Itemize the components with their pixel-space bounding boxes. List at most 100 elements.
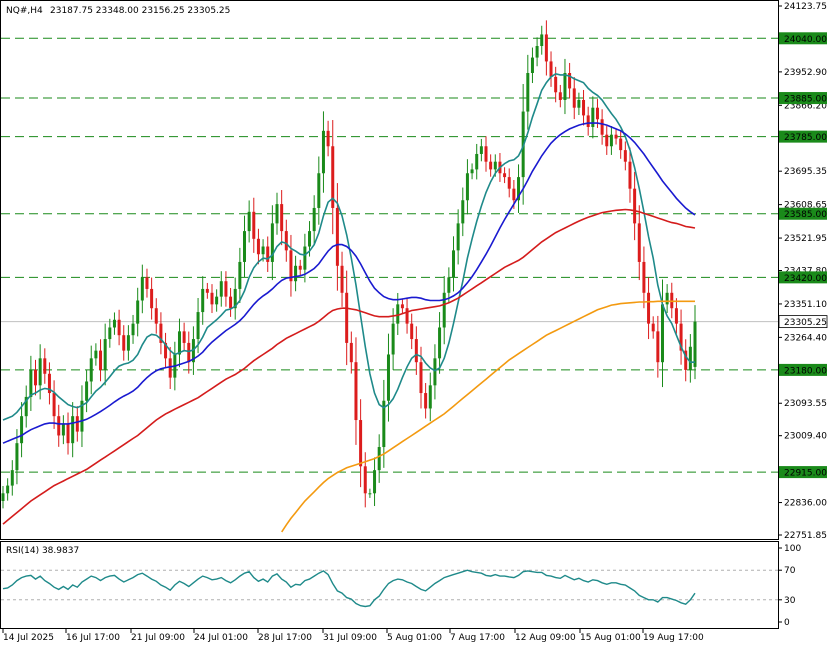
level-tag bbox=[779, 130, 827, 143]
candle-body bbox=[396, 304, 400, 324]
candle-body bbox=[405, 308, 409, 324]
candle-body bbox=[665, 292, 669, 305]
candle-body bbox=[196, 312, 200, 340]
price-tick-label: 23093.55 bbox=[784, 399, 827, 409]
candle-body bbox=[688, 346, 692, 370]
candle-body bbox=[410, 323, 414, 340]
candle-body bbox=[530, 57, 534, 73]
price-tick-label: 23264.40 bbox=[784, 333, 827, 343]
candle-body bbox=[280, 204, 284, 232]
candle-body bbox=[154, 308, 158, 324]
candle-body bbox=[284, 231, 288, 251]
candle-body bbox=[29, 369, 33, 397]
level-tag-label: 23180.00 bbox=[784, 366, 827, 376]
candle-body bbox=[679, 323, 683, 351]
candle-body bbox=[256, 238, 260, 255]
candle-body bbox=[623, 150, 627, 162]
candle-body bbox=[647, 292, 651, 324]
price-tick-label: 23009.40 bbox=[784, 432, 827, 442]
candle-body bbox=[544, 34, 548, 62]
candle-body bbox=[108, 327, 112, 340]
time-tick-label: 28 Jul 17:00 bbox=[258, 633, 312, 643]
candle-body bbox=[317, 173, 321, 208]
candle-body bbox=[187, 342, 191, 363]
candle-body bbox=[80, 400, 84, 432]
price-axis: 24123.75 23952.90 23866.20 23695.35 23608.65… bbox=[778, 2, 828, 541]
price-tick-label: 22751.85 bbox=[784, 531, 827, 541]
candle-body bbox=[103, 339, 107, 370]
candle-body bbox=[270, 223, 274, 262]
candle-body bbox=[419, 362, 423, 394]
candle-body bbox=[670, 292, 674, 309]
candle-body bbox=[470, 169, 474, 174]
candle-body bbox=[517, 177, 521, 201]
candle-body bbox=[43, 358, 47, 374]
candle-body bbox=[461, 200, 465, 224]
level-tag-label: 24040.00 bbox=[784, 35, 827, 45]
candle-body bbox=[168, 358, 172, 378]
candle-body bbox=[205, 288, 209, 293]
candle-body bbox=[145, 277, 149, 289]
candle-body bbox=[75, 416, 79, 432]
candle-body bbox=[131, 323, 135, 336]
candle-body bbox=[572, 88, 576, 108]
level-tag bbox=[779, 207, 827, 220]
price-tick-label: 24123.75 bbox=[784, 2, 827, 12]
time-tick-label: 12 Aug 09:00 bbox=[515, 633, 576, 643]
candle-body bbox=[15, 443, 19, 471]
rsi-line bbox=[2, 569, 696, 608]
candle-body bbox=[224, 281, 228, 297]
rsi-tick-label: 70 bbox=[784, 566, 796, 576]
time-tick-label: 15 Aug 01:00 bbox=[580, 633, 641, 643]
time-tick-label: 24 Jul 01:00 bbox=[194, 633, 248, 643]
level-tag-label: 23585.00 bbox=[784, 210, 827, 220]
candle-body bbox=[150, 288, 154, 309]
candle-body bbox=[122, 335, 126, 351]
candle-body bbox=[275, 204, 279, 224]
rsi-plot bbox=[1, 569, 778, 608]
candle-body bbox=[10, 470, 14, 486]
candle-body bbox=[465, 173, 469, 201]
candle-body bbox=[201, 288, 205, 313]
candle-body bbox=[651, 323, 655, 332]
candle-body bbox=[321, 130, 325, 174]
candle-body bbox=[637, 223, 641, 262]
time-tick-label: 14 Jul 2025 bbox=[3, 633, 54, 643]
ma-line-MA2 bbox=[2, 122, 696, 444]
candle-body bbox=[34, 369, 38, 386]
candle-body bbox=[345, 292, 349, 343]
candle-body bbox=[586, 115, 590, 127]
candle-body bbox=[451, 250, 455, 278]
candle-body bbox=[633, 188, 637, 224]
candle-body bbox=[354, 362, 358, 421]
chart-header: NQ#,H4 bbox=[6, 6, 43, 16]
candle-body bbox=[117, 319, 121, 336]
candle-body bbox=[656, 331, 660, 363]
candle-body bbox=[210, 292, 214, 305]
level-tag-label: 23785.00 bbox=[784, 133, 827, 143]
level-tag-label: 23420.00 bbox=[784, 274, 827, 284]
candle-body bbox=[582, 99, 586, 116]
price-tick-label: 23695.35 bbox=[784, 167, 827, 177]
candle-body bbox=[47, 373, 51, 394]
candle-body bbox=[660, 304, 664, 363]
candle-body bbox=[229, 296, 233, 309]
candle-body bbox=[628, 161, 632, 189]
candle-body bbox=[266, 246, 270, 262]
rsi-tick-label: 0 bbox=[784, 618, 790, 628]
ma-line-MA1 bbox=[2, 72, 695, 421]
candle-body bbox=[568, 72, 572, 89]
ma-line-MA3 bbox=[2, 208, 696, 525]
candle-body bbox=[298, 265, 302, 270]
candle-body bbox=[438, 327, 442, 359]
candle-body bbox=[619, 138, 623, 151]
candle-body bbox=[442, 292, 446, 328]
candle-body bbox=[164, 342, 168, 359]
candle-body bbox=[177, 331, 181, 355]
candle-body bbox=[331, 146, 335, 208]
time-axis: 14 Jul 2025 16 Jul 17:00 21 Jul 09:00 24 Ju… bbox=[2, 629, 704, 643]
candle-body bbox=[38, 358, 42, 386]
candle-body bbox=[85, 381, 89, 401]
candle-body bbox=[66, 423, 70, 444]
rsi-tick-label: 100 bbox=[784, 544, 801, 554]
